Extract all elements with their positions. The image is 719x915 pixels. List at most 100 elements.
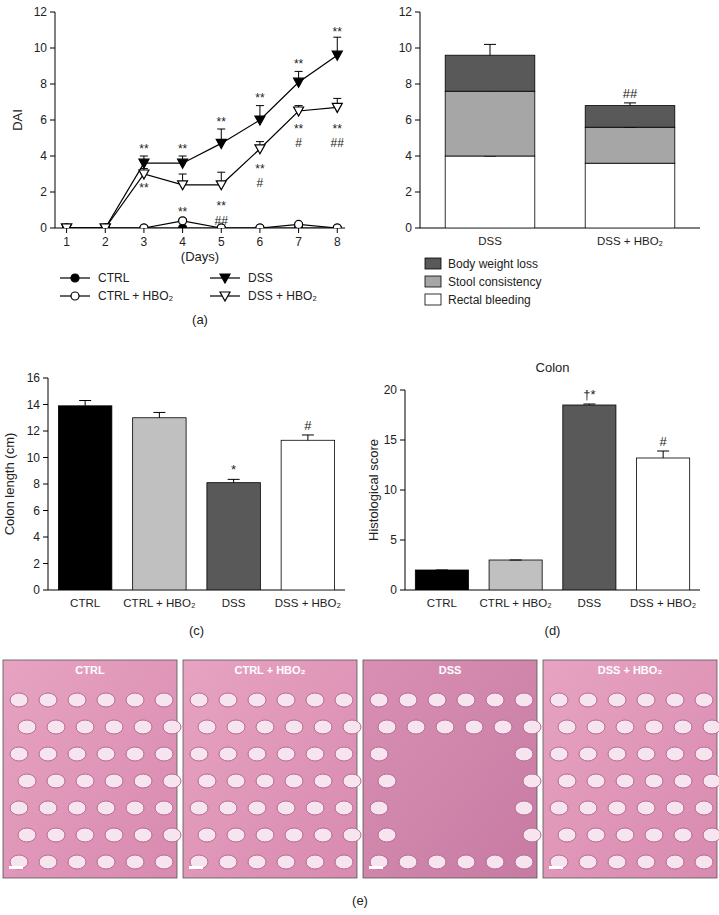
error-stem (85, 401, 86, 406)
x-tick (298, 228, 299, 233)
scale-bar (549, 866, 563, 869)
crypt (645, 828, 663, 842)
crypt (18, 828, 36, 842)
error-cap (179, 174, 187, 175)
y-tick (50, 120, 55, 121)
annotation: ** (333, 122, 343, 136)
annotation: ** (294, 122, 304, 136)
crypt (68, 693, 86, 707)
crypt (39, 747, 57, 761)
y-tick-label: 14 (27, 398, 41, 412)
image-label: CTRL + HBO₂ (235, 664, 306, 676)
crypt (105, 828, 123, 842)
marker (178, 159, 188, 168)
annotation: ** (333, 25, 343, 39)
error-cap (228, 479, 240, 480)
crypt (550, 801, 568, 815)
crypt (457, 855, 475, 869)
marker (100, 224, 110, 228)
error-bar (624, 103, 636, 106)
bar (133, 418, 186, 590)
x-axis-label: (Days) (181, 249, 219, 264)
annotation: ** (255, 91, 265, 105)
legend-label: Rectal bleeding (448, 293, 531, 307)
y-axis-label: DAI (10, 109, 25, 131)
error-bar (79, 401, 91, 406)
crypt (515, 855, 533, 869)
y-tick-label: 10 (27, 451, 41, 465)
y-tick-label: 6 (33, 504, 40, 518)
y-tick (50, 156, 55, 157)
y-tick (415, 156, 420, 157)
crypt (219, 855, 237, 869)
plot-area (415, 404, 689, 590)
crypt (579, 693, 597, 707)
x-tick-label: DSS (578, 597, 602, 609)
crypt (39, 693, 57, 707)
crypt (695, 747, 713, 761)
crypt (608, 747, 626, 761)
crypt (219, 747, 237, 761)
crypt (558, 720, 576, 734)
legend-swatch (425, 294, 441, 305)
crypt (97, 801, 115, 815)
x-tick-label: 4 (179, 235, 186, 249)
marker (256, 224, 264, 228)
marker (101, 224, 109, 228)
y-tick (400, 440, 405, 441)
legend-swatch (425, 258, 441, 269)
legend-swatch (425, 276, 441, 287)
crypt (256, 828, 274, 842)
error-cap (153, 412, 165, 413)
legend-marker (71, 292, 79, 300)
crypt (335, 855, 353, 869)
crypt (227, 774, 245, 788)
y-tick-label: 6 (405, 113, 412, 127)
annotation: ** (217, 199, 227, 213)
x-tick-label: 7 (295, 235, 302, 249)
crypt (39, 855, 57, 869)
marker (294, 107, 304, 116)
x-tick-label: DSS + HBO₂ (275, 597, 341, 609)
annotation: ** (139, 181, 149, 195)
crypt (666, 801, 684, 815)
error-cap (302, 434, 314, 435)
bar-segment (585, 127, 675, 163)
crypt (219, 801, 237, 815)
legend-marker (220, 274, 230, 283)
crypt (76, 720, 94, 734)
x-tick-label: DSS (478, 235, 502, 247)
bar-segment (445, 91, 535, 156)
marker (294, 78, 304, 87)
crypt (616, 720, 634, 734)
crypt (703, 720, 719, 734)
y-tick-label: 5 (390, 533, 397, 547)
y-tick (400, 490, 405, 491)
crypt (637, 801, 655, 815)
bar-segment (445, 156, 535, 228)
y-tick (43, 590, 48, 591)
y-tick-label: 0 (33, 583, 40, 597)
crypt (219, 693, 237, 707)
crypt (674, 720, 692, 734)
y-tick-label: 10 (34, 41, 48, 55)
y-tick (43, 404, 48, 405)
y-tick-label: 4 (40, 149, 47, 163)
panel-label: (c) (189, 623, 204, 638)
x-tick-label: 1 (63, 235, 70, 249)
marker (62, 224, 72, 228)
crypt (335, 801, 353, 815)
crypt (190, 747, 208, 761)
bar-segment (585, 163, 675, 228)
crypt (105, 720, 123, 734)
panel-label: (d) (545, 623, 561, 638)
crypt (126, 855, 144, 869)
crypt (335, 747, 353, 761)
crypt (227, 828, 245, 842)
crypt (428, 855, 446, 869)
x-tick (182, 228, 183, 233)
y-tick (50, 48, 55, 49)
crypt (370, 801, 388, 815)
crypt (285, 720, 303, 734)
crypt (126, 801, 144, 815)
